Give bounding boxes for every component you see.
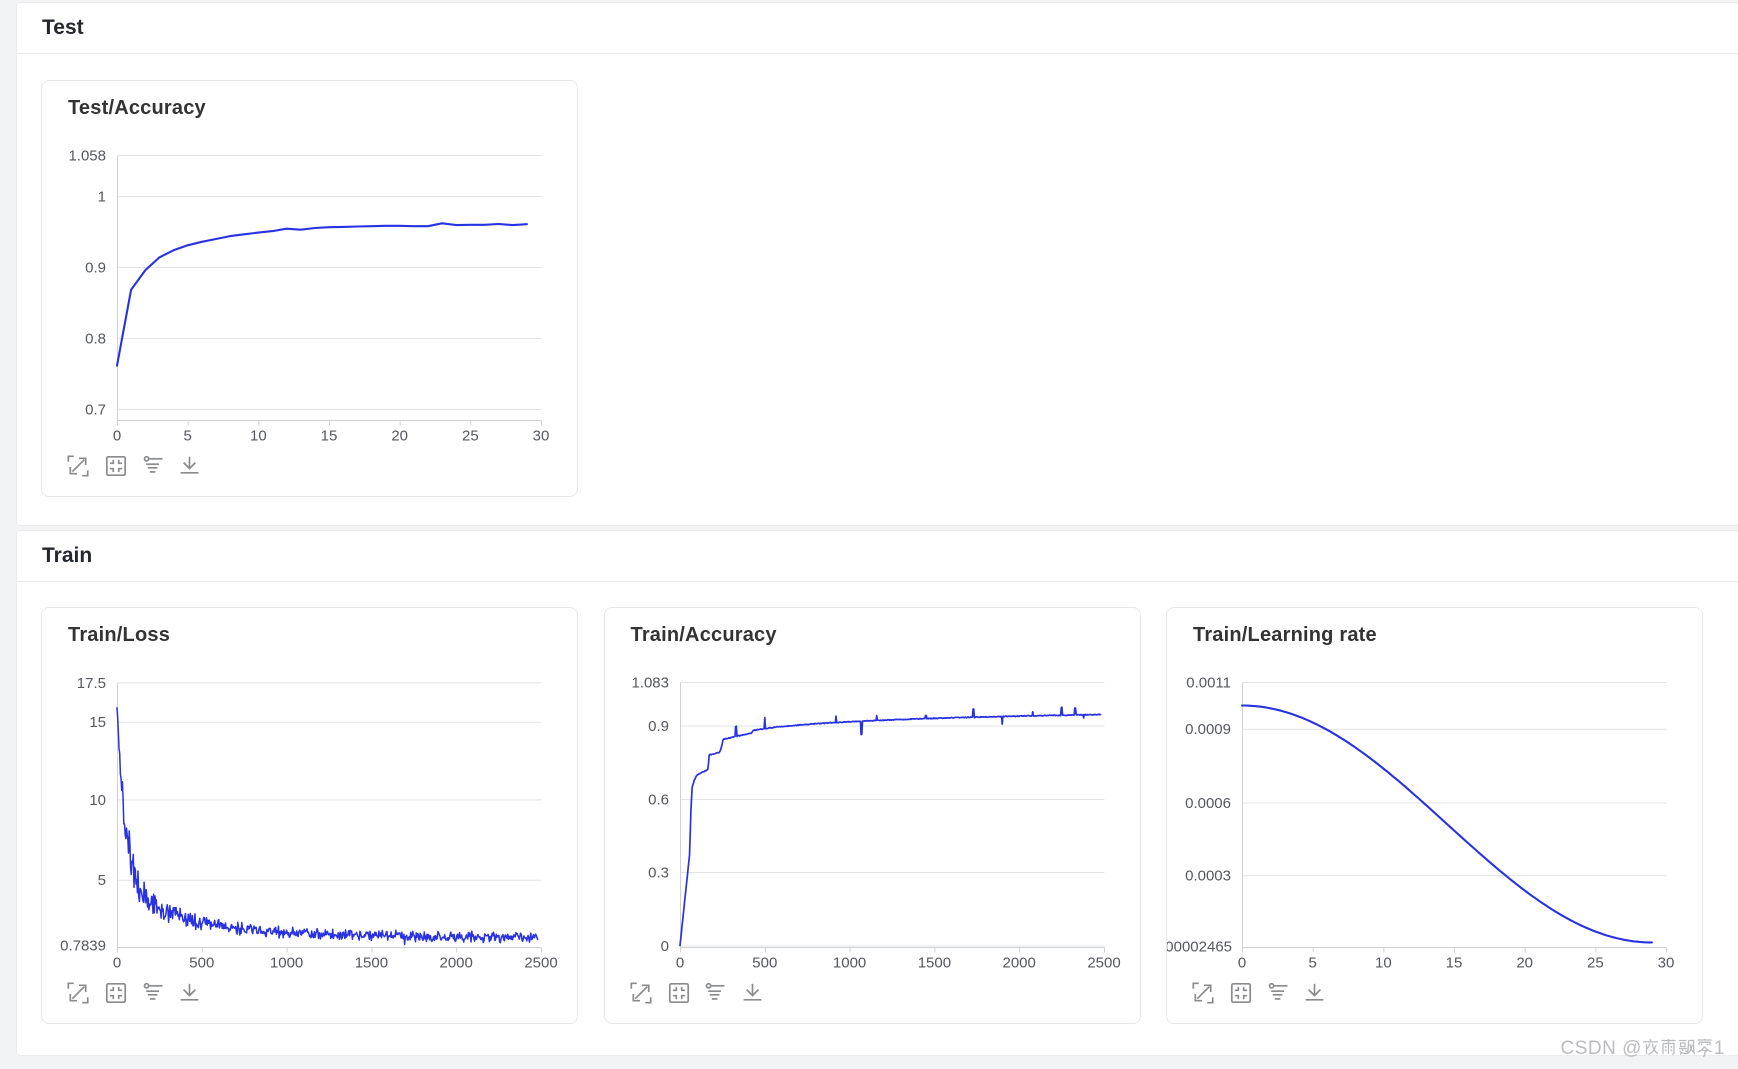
svg-text:2000: 2000 (1002, 955, 1035, 972)
svg-text:500: 500 (752, 955, 777, 972)
svg-text:0: 0 (660, 938, 668, 955)
svg-text:0: 0 (1238, 955, 1246, 972)
svg-text:1.058: 1.058 (68, 148, 106, 165)
svg-text:1.083: 1.083 (631, 675, 669, 692)
svg-text:5: 5 (183, 428, 191, 445)
svg-text:15: 15 (89, 714, 106, 731)
svg-text:0: 0 (675, 955, 683, 972)
svg-text:500: 500 (189, 955, 214, 972)
svg-text:0.0006: 0.0006 (1185, 795, 1231, 812)
svg-text:0.7: 0.7 (85, 402, 106, 419)
svg-text:30: 30 (533, 428, 550, 445)
svg-text:5: 5 (98, 872, 106, 889)
svg-text:0.0003: 0.0003 (1185, 868, 1231, 885)
svg-text:10: 10 (1375, 955, 1392, 972)
svg-text:15: 15 (321, 428, 338, 445)
svg-text:0.9: 0.9 (648, 718, 669, 735)
svg-text:25: 25 (1587, 955, 1604, 972)
svg-text:20: 20 (1516, 955, 1533, 972)
svg-text:0.3: 0.3 (648, 865, 669, 882)
svg-text:1000: 1000 (270, 955, 303, 972)
svg-text:2500: 2500 (1087, 955, 1120, 972)
svg-text:0: 0 (113, 955, 121, 972)
svg-text:0.00002465: 0.00002465 (1166, 939, 1232, 956)
svg-text:0.9: 0.9 (85, 260, 106, 277)
svg-text:0: 0 (113, 428, 121, 445)
svg-text:0.6: 0.6 (648, 792, 669, 809)
svg-text:20: 20 (391, 428, 408, 445)
svg-text:25: 25 (462, 428, 479, 445)
svg-text:1500: 1500 (355, 955, 388, 972)
svg-text:0.0011: 0.0011 (1186, 675, 1231, 692)
svg-text:30: 30 (1658, 955, 1675, 972)
svg-text:10: 10 (250, 428, 267, 445)
svg-text:17.5: 17.5 (77, 675, 106, 692)
svg-text:1500: 1500 (917, 955, 950, 972)
svg-text:5: 5 (1308, 955, 1316, 972)
svg-text:1000: 1000 (832, 955, 865, 972)
svg-text:0.7839: 0.7839 (60, 938, 106, 955)
svg-text:15: 15 (1446, 955, 1463, 972)
svg-text:2500: 2500 (524, 955, 557, 972)
svg-text:1: 1 (98, 189, 106, 206)
svg-text:10: 10 (89, 792, 106, 809)
svg-text:2000: 2000 (440, 955, 473, 972)
svg-text:0.8: 0.8 (85, 331, 106, 348)
svg-text:0.0009: 0.0009 (1185, 721, 1231, 738)
